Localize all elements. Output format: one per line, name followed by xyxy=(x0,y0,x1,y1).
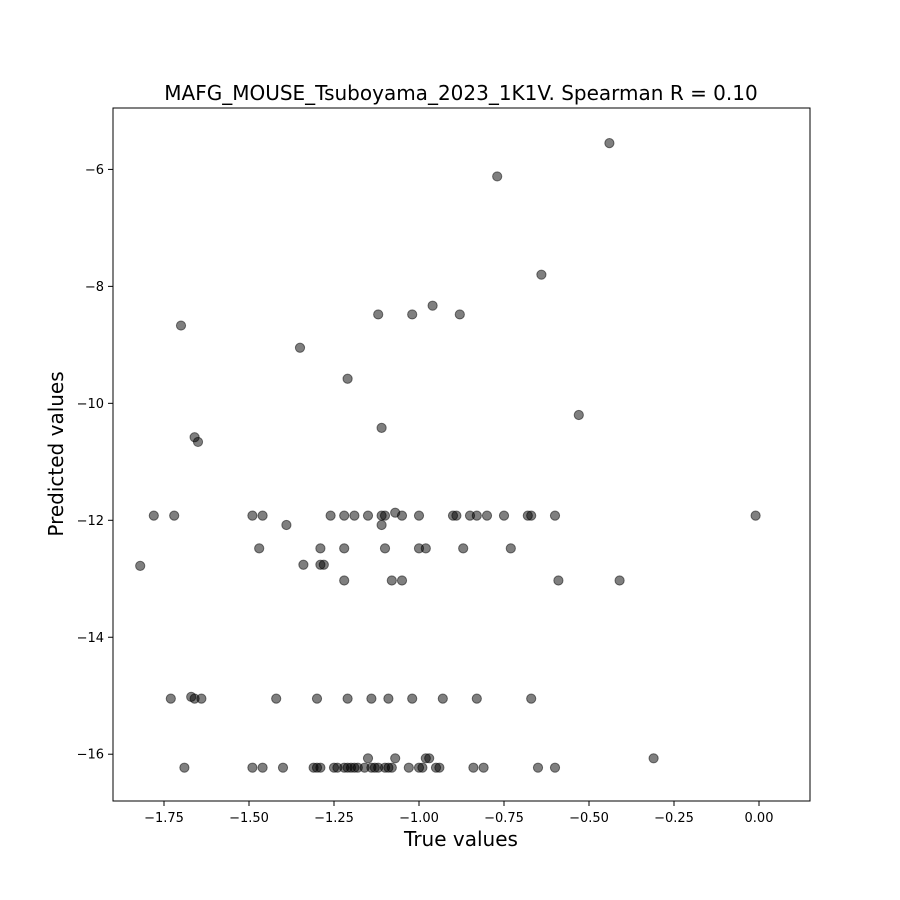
y-axis-ticks: −16 −14 −12 −10 −8 −6 xyxy=(77,163,113,763)
data-point xyxy=(257,762,268,773)
data-point xyxy=(417,762,428,773)
data-point xyxy=(379,543,391,554)
data-point xyxy=(573,409,584,421)
data-point xyxy=(339,510,350,521)
data-point xyxy=(478,762,489,773)
data-point xyxy=(342,373,353,384)
data-point xyxy=(526,693,537,704)
y-tick-label: −10 xyxy=(77,397,104,412)
data-point xyxy=(549,762,561,773)
x-tick-label: −0.75 xyxy=(484,811,524,826)
data-point xyxy=(376,519,387,531)
data-point xyxy=(492,171,503,182)
data-point xyxy=(498,510,510,521)
y-tick-label: −8 xyxy=(85,280,104,295)
data-point xyxy=(379,510,391,521)
x-axis-ticks: −1.75 −1.50 −1.25 −1.00 −0.75 −0.50 −0.25 0.00 xyxy=(144,801,773,826)
data-point xyxy=(179,762,190,773)
x-tick-label: −1.50 xyxy=(229,811,269,826)
data-point xyxy=(390,753,401,764)
data-point xyxy=(298,559,309,570)
data-point xyxy=(526,510,537,521)
plot-frame xyxy=(112,107,811,802)
data-point xyxy=(315,543,326,554)
data-point xyxy=(247,510,258,521)
data-point xyxy=(169,510,180,521)
y-axis-label: Predicted values xyxy=(44,371,68,536)
x-tick-label: −1.25 xyxy=(314,811,354,826)
data-point xyxy=(403,762,414,773)
data-point xyxy=(505,543,516,554)
data-point xyxy=(614,575,625,586)
data-point xyxy=(325,510,336,521)
data-point xyxy=(277,762,289,773)
data-point xyxy=(468,762,479,773)
data-point xyxy=(254,543,265,554)
data-point xyxy=(376,422,387,433)
data-point xyxy=(451,510,462,521)
data-point xyxy=(271,693,282,704)
data-point xyxy=(437,693,448,704)
data-point xyxy=(396,575,408,586)
data-point xyxy=(192,436,204,448)
x-tick-label: −1.00 xyxy=(399,811,439,826)
y-tick-label: −6 xyxy=(85,163,104,178)
data-point xyxy=(536,269,547,280)
x-tick-label: −0.50 xyxy=(569,811,609,826)
data-point xyxy=(339,575,350,586)
data-point xyxy=(311,693,323,704)
data-point xyxy=(458,543,469,554)
data-point xyxy=(315,762,326,773)
data-point xyxy=(135,560,146,572)
data-point xyxy=(434,762,445,773)
data-point xyxy=(383,693,394,704)
data-point xyxy=(549,510,561,521)
data-point xyxy=(281,519,292,531)
data-point xyxy=(349,510,360,521)
data-point xyxy=(407,309,418,320)
data-point xyxy=(471,510,482,521)
data-point xyxy=(196,693,207,704)
data-point xyxy=(471,693,482,704)
x-tick-label: 0.00 xyxy=(745,811,774,826)
data-point xyxy=(386,575,397,586)
data-point xyxy=(175,320,187,331)
data-point xyxy=(362,753,374,764)
data-point xyxy=(362,510,374,521)
data-point xyxy=(553,575,564,586)
data-point xyxy=(481,510,493,521)
chart-title: MAFG_MOUSE_Tsuboyama_2023_1K1V. Spearman… xyxy=(164,81,757,105)
data-point xyxy=(318,559,329,570)
data-point xyxy=(247,762,258,773)
data-point xyxy=(373,309,384,320)
data-point xyxy=(648,753,659,764)
data-point xyxy=(294,342,306,353)
y-tick-label: −16 xyxy=(77,748,104,763)
data-point xyxy=(366,693,377,704)
data-point xyxy=(427,300,438,311)
data-point xyxy=(424,753,435,764)
data-point xyxy=(342,693,353,704)
data-point xyxy=(532,762,544,773)
data-point xyxy=(413,510,425,521)
data-point xyxy=(750,510,761,521)
data-point xyxy=(407,693,418,704)
data-point xyxy=(339,543,350,554)
data-point xyxy=(165,693,176,704)
data-points xyxy=(135,137,761,773)
data-point xyxy=(454,309,465,320)
x-axis-label: True values xyxy=(403,827,518,851)
x-tick-label: −0.25 xyxy=(654,811,694,826)
data-point xyxy=(386,762,397,773)
x-tick-label: −1.75 xyxy=(144,811,184,826)
data-point xyxy=(396,510,408,521)
data-point xyxy=(604,137,615,149)
data-point xyxy=(257,510,268,521)
y-tick-label: −14 xyxy=(77,631,104,646)
y-tick-label: −12 xyxy=(77,514,104,529)
data-point xyxy=(148,510,159,521)
data-point xyxy=(420,543,431,554)
